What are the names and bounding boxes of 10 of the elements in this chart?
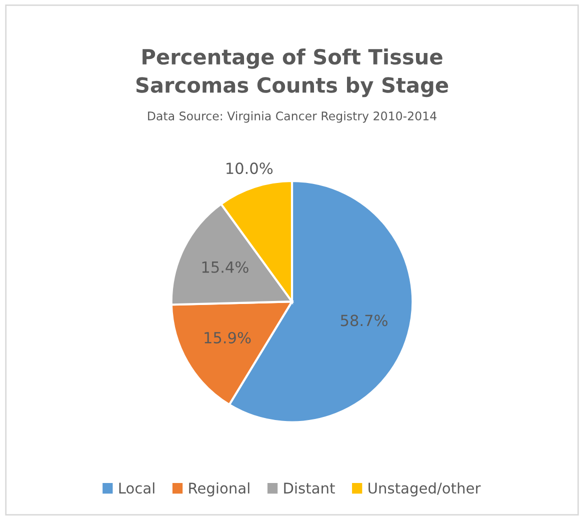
legend-label: Unstaged/other (368, 482, 481, 496)
chart-title: Percentage of Soft Tissue Sarcomas Counts by Stage (136, 48, 448, 98)
chart-subtitle: Data Source: Virginia Cancer Registry 2010-2014 (148, 111, 436, 123)
data-label: 10.0% (226, 162, 273, 174)
legend-label: Regional (189, 482, 250, 496)
data-label: 58.7% (340, 314, 388, 326)
data-label: 15.4% (202, 261, 248, 273)
legend-label: Local (119, 482, 154, 494)
data-label: 15.9% (204, 332, 251, 344)
legend-label: Distant (284, 482, 335, 494)
